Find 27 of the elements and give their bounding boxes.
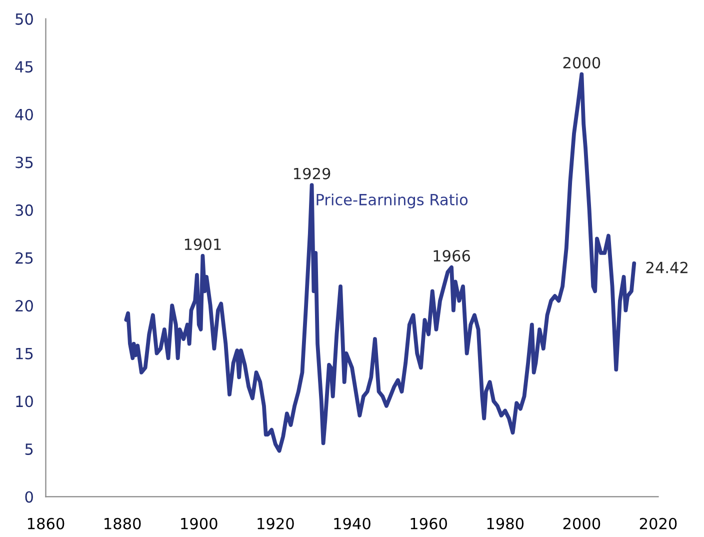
y-tick-label: 0 (25, 491, 33, 503)
y-tick-label: 15 (16, 348, 33, 360)
y-tick-label: 5 (25, 444, 33, 455)
annotation: 2000 (563, 56, 600, 68)
x-tick-label: 1880 (104, 518, 141, 530)
x-tick-label: 1860 (28, 518, 64, 530)
annotation: 1929 (294, 168, 330, 180)
series-label: Price-Earnings Ratio (316, 194, 468, 208)
y-tick-label: 30 (16, 204, 33, 216)
y-tick-label: 25 (16, 252, 33, 264)
x-tick-label: 1980 (487, 518, 524, 530)
x-tick-label: 1920 (258, 518, 294, 530)
y-tick-label: 10 (16, 396, 33, 408)
line-series (124, 72, 636, 453)
x-tick-label: 1940 (334, 518, 370, 530)
annotation: 1901 (184, 238, 221, 250)
y-tick-label: 45 (15, 61, 33, 73)
y-tick-label: 50 (16, 13, 33, 25)
y-tick-label: 35 (16, 156, 33, 168)
annotation: 1966 (434, 250, 470, 262)
x-tick-label: 1900 (181, 518, 218, 530)
annotation: 24.42 (646, 262, 688, 274)
x-tick-label: 2020 (640, 518, 677, 530)
x-tick-label: 1960 (410, 518, 447, 530)
x-tick-label: 2000 (563, 518, 600, 530)
y-tick-label: 40 (15, 108, 33, 120)
y-tick-label: 20 (16, 300, 33, 312)
